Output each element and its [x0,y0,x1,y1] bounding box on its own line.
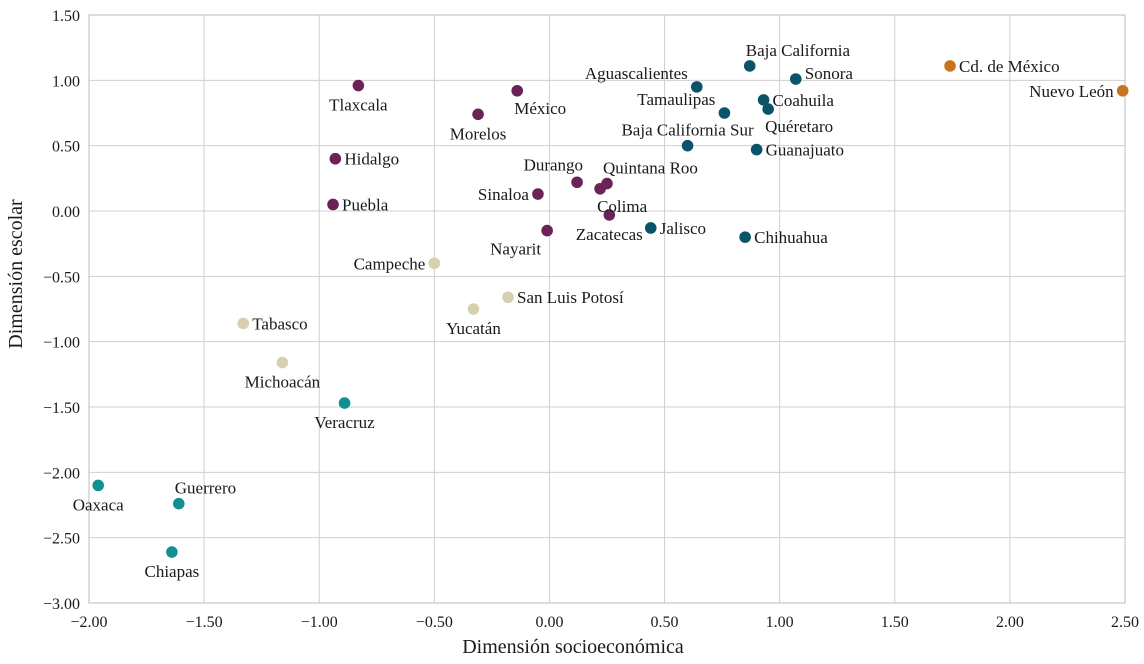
point-label-aguascalientes: Aguascalientes [585,64,688,83]
y-tick-label: 0.00 [52,204,80,221]
point-label-tabasco: Tabasco [252,314,307,333]
y-tick-label: −2.00 [43,465,80,482]
point-guanajuato [750,143,763,156]
x-axis-ticks: −2.00 −1.50 −1.00 −0.50 0.00 0.50 1.00 1.50 2.00… [70,614,1139,631]
data-points [92,60,1129,558]
point-label-coahuila: Coahuila [773,91,835,110]
point-hidalgo [329,152,342,165]
x-axis-title: Dimensión socioeconómica [462,636,684,658]
y-tick-label: −1.00 [43,335,80,352]
point-label-oaxaca: Oaxaca [73,495,124,514]
point-labels: Cd. de México Nuevo León Baja California So… [73,41,1114,581]
point-label-mexico: México [514,99,566,118]
point-tlaxcala [352,79,365,92]
point-baja-california-sur [681,139,694,152]
point-coahuila [757,94,770,106]
y-tick-label: 1.00 [52,73,80,90]
x-tick-label: 1.00 [766,614,794,631]
y-tick-label: −1.50 [43,400,80,417]
point-durango [571,176,583,189]
point-campeche [428,257,441,270]
y-tick-label: −2.50 [43,531,80,548]
point-michoacan [276,356,289,369]
point-mexico [511,84,524,97]
point-label-tlaxcala: Tlaxcala [329,96,388,115]
point-label-guerrero: Guerrero [175,479,236,498]
point-label-guanajuato: Guanajuato [766,141,844,160]
x-tick-label: 0.00 [535,614,563,631]
point-label-jalisco: Jalisco [660,219,706,238]
x-tick-label: −2.00 [70,614,107,631]
point-label-sonora: Sonora [805,64,854,83]
point-sinaloa [532,188,544,200]
point-morelos [472,108,484,121]
point-label-queretaro: Quéretaro [765,117,833,136]
y-tick-label: 0.50 [52,139,80,156]
point-label-durango: Durango [524,155,583,174]
point-aguascalientes [690,81,703,93]
point-label-chiapas: Chiapas [144,562,199,581]
point-label-tamaulipas: Tamaulipas [637,90,715,109]
point-label-campeche: Campeche [354,254,426,273]
point-san-luis-potosi [502,291,514,304]
x-tick-label: −1.50 [186,614,223,631]
point-label-colima: Colima [597,197,648,216]
x-tick-label: 2.00 [996,614,1024,631]
point-label-nayarit: Nayarit [490,240,541,259]
y-axis-title: Dimensión escolar [5,199,27,349]
point-yucatan [467,303,480,315]
point-label-chihuahua: Chihuahua [754,228,828,247]
point-baja-california [743,60,756,72]
point-label-veracruz: Veracruz [314,413,375,432]
point-nuevo-leon [1116,84,1129,97]
point-label-zacatecas: Zacatecas [576,225,643,244]
point-oaxaca [92,479,105,492]
point-label-michoacan: Michoacán [245,373,321,392]
point-chiapas [166,546,178,558]
point-nayarit [541,224,553,237]
grid-lines [88,14,1126,604]
point-guerrero [172,497,185,510]
point-queretaro [762,103,774,115]
point-jalisco [644,222,657,234]
x-tick-label: 1.50 [881,614,909,631]
point-label-baja-california: Baja California [746,41,851,60]
y-tick-label: 1.50 [52,8,80,25]
x-tick-label: −0.50 [416,614,453,631]
point-label-puebla: Puebla [342,195,389,214]
point-tabasco [237,317,250,330]
y-axis-ticks: 1.50 1.00 0.50 0.00 −0.50 −1.00 −1.50 −2.00 −2.5… [43,8,80,613]
point-label-nuevo-leon: Nuevo León [1029,82,1114,101]
point-zacatecas [603,209,616,221]
x-tick-label: −1.00 [301,614,338,631]
x-tick-label: 2.50 [1111,614,1139,631]
plot-frame [88,14,1126,604]
point-label-morelos: Morelos [450,124,507,143]
y-tick-label: −3.00 [43,596,80,613]
point-puebla [327,198,339,211]
point-tamaulipas [718,107,731,119]
point-label-baja-california-sur: Baja California Sur [621,121,754,140]
point-label-san-luis-potosi: San Luis Potosí [517,288,624,307]
x-tick-label: 0.50 [651,614,679,631]
y-tick-label: −0.50 [43,269,80,286]
point-label-hidalgo: Hidalgo [344,150,399,169]
point-sonora [789,73,802,85]
point-label-cd-de-mexico: Cd. de México [959,57,1060,76]
point-colima [594,182,606,195]
point-veracruz [338,397,351,409]
point-label-quintana-roo: Quintana Roo [603,159,698,178]
point-label-sinaloa: Sinaloa [478,185,529,204]
point-cd-de-mexico [944,60,956,72]
point-chihuahua [739,231,751,243]
point-label-yucatan: Yucatán [446,319,501,338]
